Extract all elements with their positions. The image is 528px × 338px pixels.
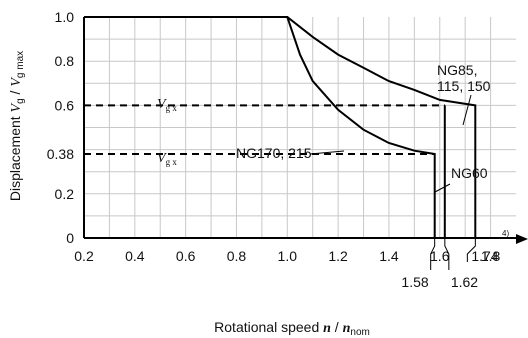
x-tick-label: 0.6 [176,248,196,264]
callout-leader-1-62 [444,238,450,270]
x-tick-label: 1.2 [328,248,348,264]
grid [84,17,516,238]
annotation-ng85-line2: 115, 150 [437,78,491,94]
series-line-1 [84,16,436,238]
x-tick-label: 1.8 [481,248,501,264]
callout-label-1-74: 1.74 [471,248,498,264]
y-tick-label: 0.38 [47,146,74,162]
y-tick-label: 0.8 [55,53,75,69]
x-axis-arrow [516,234,528,244]
x-tick-label: 0.2 [74,248,94,264]
callouts: 1.58 1.62 1.74 [401,238,499,290]
x-tick-label: 1.0 [278,248,298,264]
y-tick-label: 0 [66,230,74,246]
y-axis-title: Displacement Vg / Vg max [7,51,26,201]
annotation-ng170: NG170, 215 [236,145,312,161]
annotation-ng60-leader [434,183,451,193]
annotation-ng85-line1: NG85, [437,62,477,78]
curves [84,16,477,238]
callout-leader-1-74 [466,238,476,262]
tick-labels: 0.2 0.4 0.6 0.8 1.0 1.2 1.4 1.6 1.800.20.380.60.… [47,9,501,264]
callout-leader-1-58 [430,238,436,270]
vgx-label-lower: Vg x [157,151,177,167]
x-axis-title: Rotational speed n / nnom [214,319,370,338]
y-tick-label: 0.6 [55,97,75,113]
annotation-ng170-leader [309,150,345,155]
annotation-ng85-leader [462,94,472,126]
x-tick-label: 0.8 [227,248,247,264]
axes [83,17,518,239]
reference-lines [84,104,445,156]
series-line-0 [84,16,477,238]
vgx-label-upper: Vg x [157,97,177,113]
x-tick-label: 1.4 [379,248,399,264]
y-tick-label: 0.2 [55,186,75,202]
annotation-ng60: NG60 [451,165,488,181]
callout-label-1-62: 1.62 [451,274,478,290]
callout-label-1-58: 1.58 [401,274,428,290]
y-tick-label: 1.0 [55,9,75,25]
x-tick-label: 1.6 [430,248,450,264]
annotation-note-4: 4) [502,229,509,238]
x-tick-label: 0.4 [125,248,145,264]
